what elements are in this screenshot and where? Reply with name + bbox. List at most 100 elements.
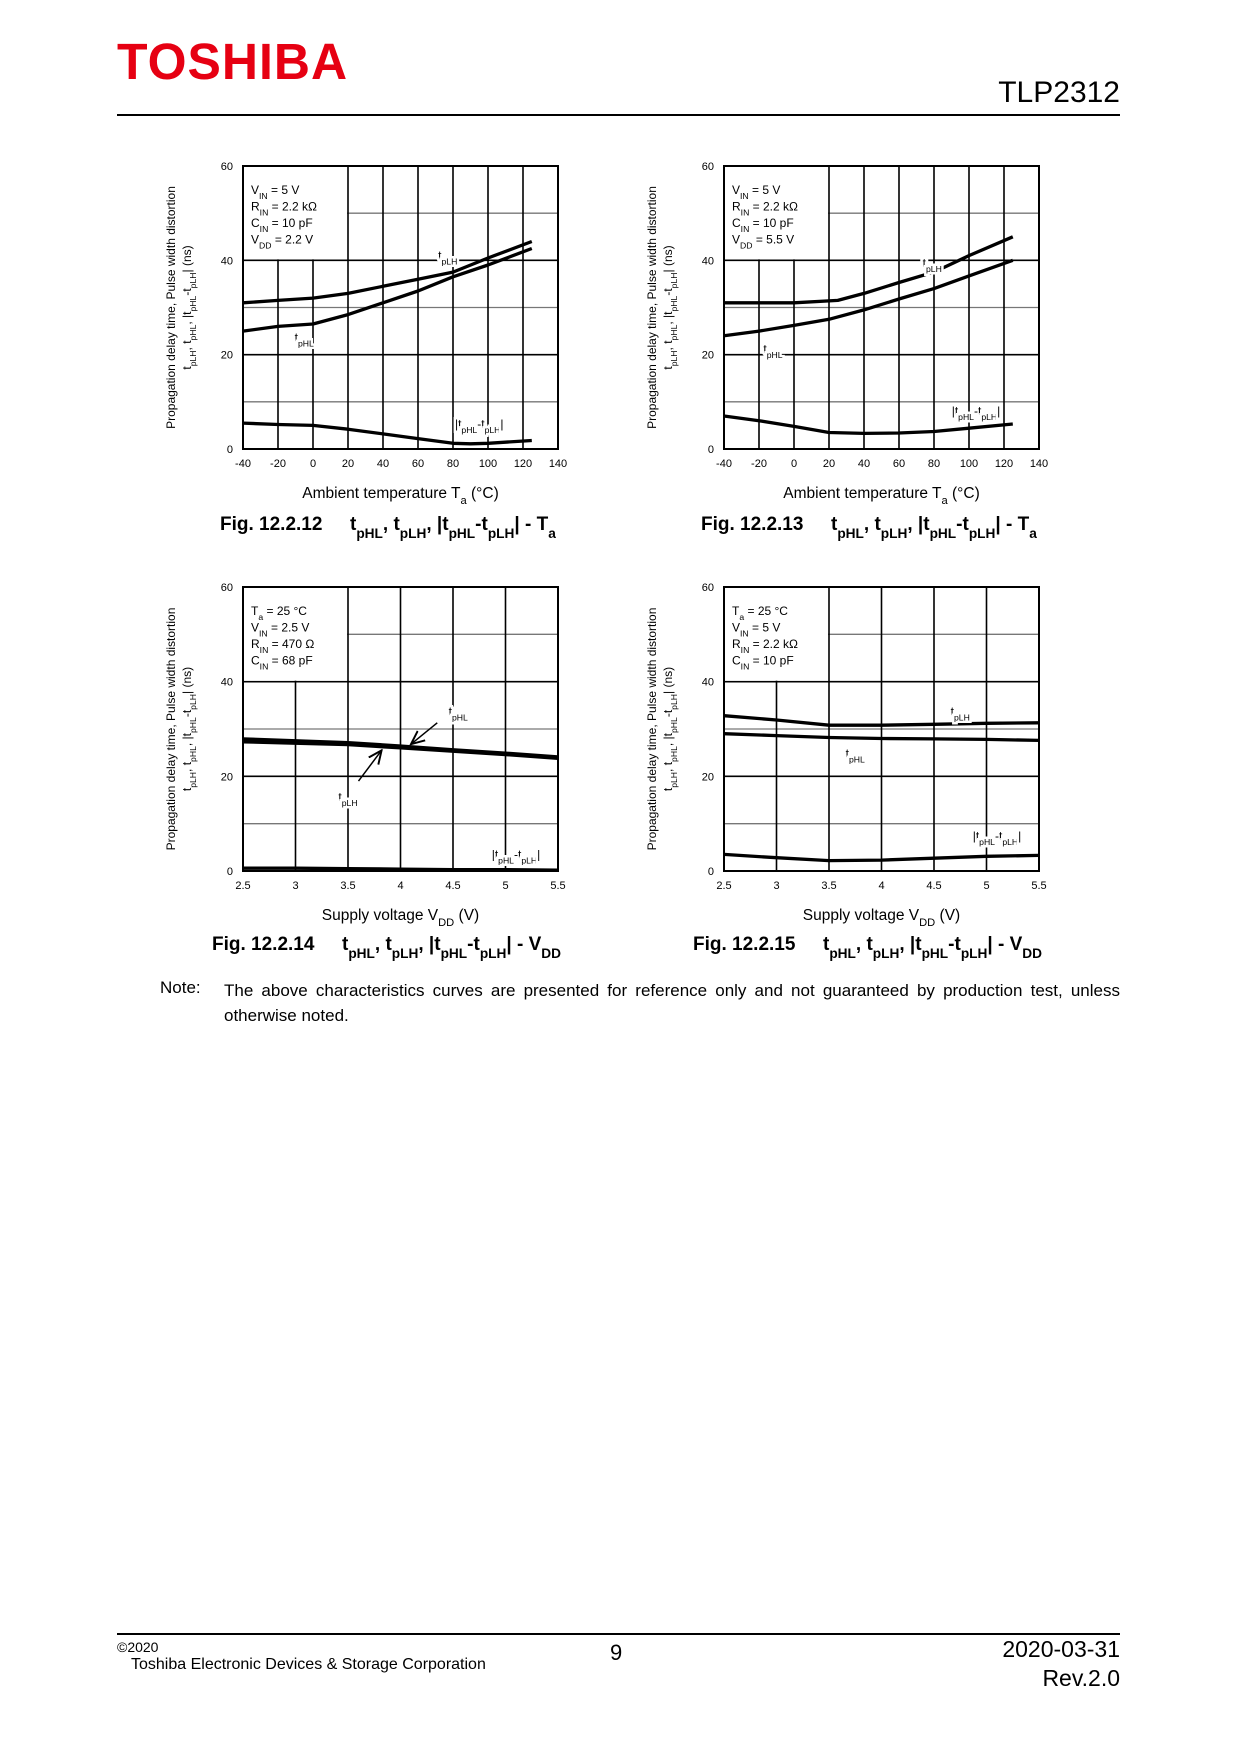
text-part: | (ns) [180, 667, 194, 694]
subscript: DD [1022, 946, 1042, 961]
y-axis-symbols: tpLH, tpHL, |tpHL-tpLH| (ns) [661, 245, 679, 369]
text-part: , |t [180, 732, 194, 746]
text-part: | - T [995, 514, 1029, 535]
plot-frame [242, 586, 559, 872]
text-part: | (ns) [180, 245, 194, 272]
subscript: pHL [669, 295, 679, 311]
subscript: pLH [488, 526, 515, 541]
subscript: pHL [449, 526, 476, 541]
series-line-0 [242, 239, 533, 305]
y-tick-label: 0 [227, 444, 233, 456]
subscript: pLH [480, 946, 507, 961]
test-condition: RIN = 2.2 kΩ [732, 637, 798, 655]
text-part: t [350, 514, 357, 535]
subscript: IN [741, 208, 750, 218]
x-tick-label: 80 [447, 458, 459, 470]
figure-number: Fig. 12.2.12 [220, 514, 322, 535]
test-condition: Ta = 25 °C [732, 604, 788, 622]
subscript: DD [541, 946, 561, 961]
subscript: pHL [669, 746, 679, 762]
x-tick-label: 0 [791, 458, 797, 470]
test-condition: CIN = 10 pF [732, 654, 794, 672]
y-axis-symbols: tpLH, tpHL, |tpHL-tpLH| (ns) [180, 245, 198, 369]
y-tick-label: 0 [708, 866, 714, 878]
subscript: pHL [188, 295, 198, 311]
subscript: a [1029, 526, 1037, 541]
page-number: 9 [610, 1640, 623, 1665]
figure-title: tpHL, tpLH, |tpHL-tpLH| - Ta [350, 514, 556, 541]
figure-number: Fig. 12.2.14 [212, 934, 315, 955]
text-part: -t [477, 417, 485, 431]
x-tick-label: -20 [751, 458, 767, 470]
x-tick-label: 40 [377, 458, 389, 470]
document-revision: Rev.2.0 [1042, 1665, 1120, 1691]
text-part: | - V [987, 934, 1022, 955]
subscript: pHL [922, 946, 949, 961]
series-label: tpLH [338, 790, 357, 808]
text-part: , |t [661, 732, 675, 746]
subscript: IN [741, 645, 750, 655]
plot-frame [723, 165, 1040, 450]
subscript: pLH [961, 946, 988, 961]
x-tick-label: 20 [823, 458, 835, 470]
text-part: t [951, 705, 955, 719]
text-part: t [180, 366, 194, 370]
series-line-0 [723, 714, 1040, 727]
label-arrow [411, 722, 438, 744]
subscript: pHL [298, 338, 314, 348]
note-text: The above characteristics curves are pre… [224, 981, 1120, 1025]
subscript: IN [259, 191, 268, 201]
text-part: = 2.5 V [268, 621, 310, 635]
text-part: = 470 Ω [268, 637, 314, 651]
subscript: IN [740, 629, 749, 639]
subscript: pLH [442, 256, 458, 266]
text-part: , t [661, 761, 675, 772]
y-tick-label: 40 [702, 677, 714, 689]
subscript: IN [259, 629, 268, 639]
company-name: Toshiba Electronic Devices & Storage Cor… [131, 1656, 486, 1673]
text-part: | [997, 404, 1000, 418]
subscript: pLH [188, 772, 198, 788]
figure-number: Fig. 12.2.13 [701, 514, 803, 535]
y-axis-label: Propagation delay time, Pulse width dist… [164, 608, 178, 851]
text-part: , |t [899, 934, 922, 955]
text-part: = 2.2 kΩ [749, 200, 798, 214]
series-line-1 [723, 258, 1014, 338]
x-tick-label: 60 [893, 458, 905, 470]
text-part: | [537, 848, 540, 862]
series-line-2 [723, 852, 1040, 863]
subscript: a [941, 495, 948, 507]
text-part: V [732, 183, 740, 197]
subscript: pHL [461, 425, 477, 435]
x-tick-label: 3.5 [821, 880, 836, 892]
subscript: pLH [669, 694, 679, 710]
y-axis-label: Propagation delay time, Pulse width dist… [645, 608, 659, 851]
text-part: (V) [935, 907, 960, 924]
x-tick-label: -40 [235, 458, 251, 470]
text-part: Ambient temperature T [783, 485, 942, 502]
subscript: pHL [188, 717, 198, 733]
text-part: t [338, 790, 342, 804]
subscript: pHL [958, 412, 974, 422]
test-condition: CIN = 10 pF [251, 216, 313, 234]
test-condition: Ta = 25 °C [251, 604, 307, 622]
text-part: , t [180, 340, 194, 351]
x-tick-label: 5.5 [550, 880, 565, 892]
text-part: , t [856, 934, 874, 955]
toshiba-logo: TOSHIBA [117, 32, 349, 91]
text-part: T [251, 604, 259, 618]
text-part: = 5.5 V [752, 233, 794, 247]
test-condition: CIN = 10 pF [732, 216, 794, 234]
subscript: IN [260, 662, 269, 672]
plot-frame [723, 586, 1040, 872]
subscript: pLH [981, 412, 997, 422]
text-part: V [251, 183, 259, 197]
x-tick-label: 4.5 [926, 880, 941, 892]
y-tick-label: 60 [702, 582, 714, 594]
test-condition: RIN = 2.2 kΩ [732, 200, 798, 218]
subscript: IN [741, 662, 750, 672]
text-part: R [732, 637, 741, 651]
y-tick-label: 40 [702, 255, 714, 267]
